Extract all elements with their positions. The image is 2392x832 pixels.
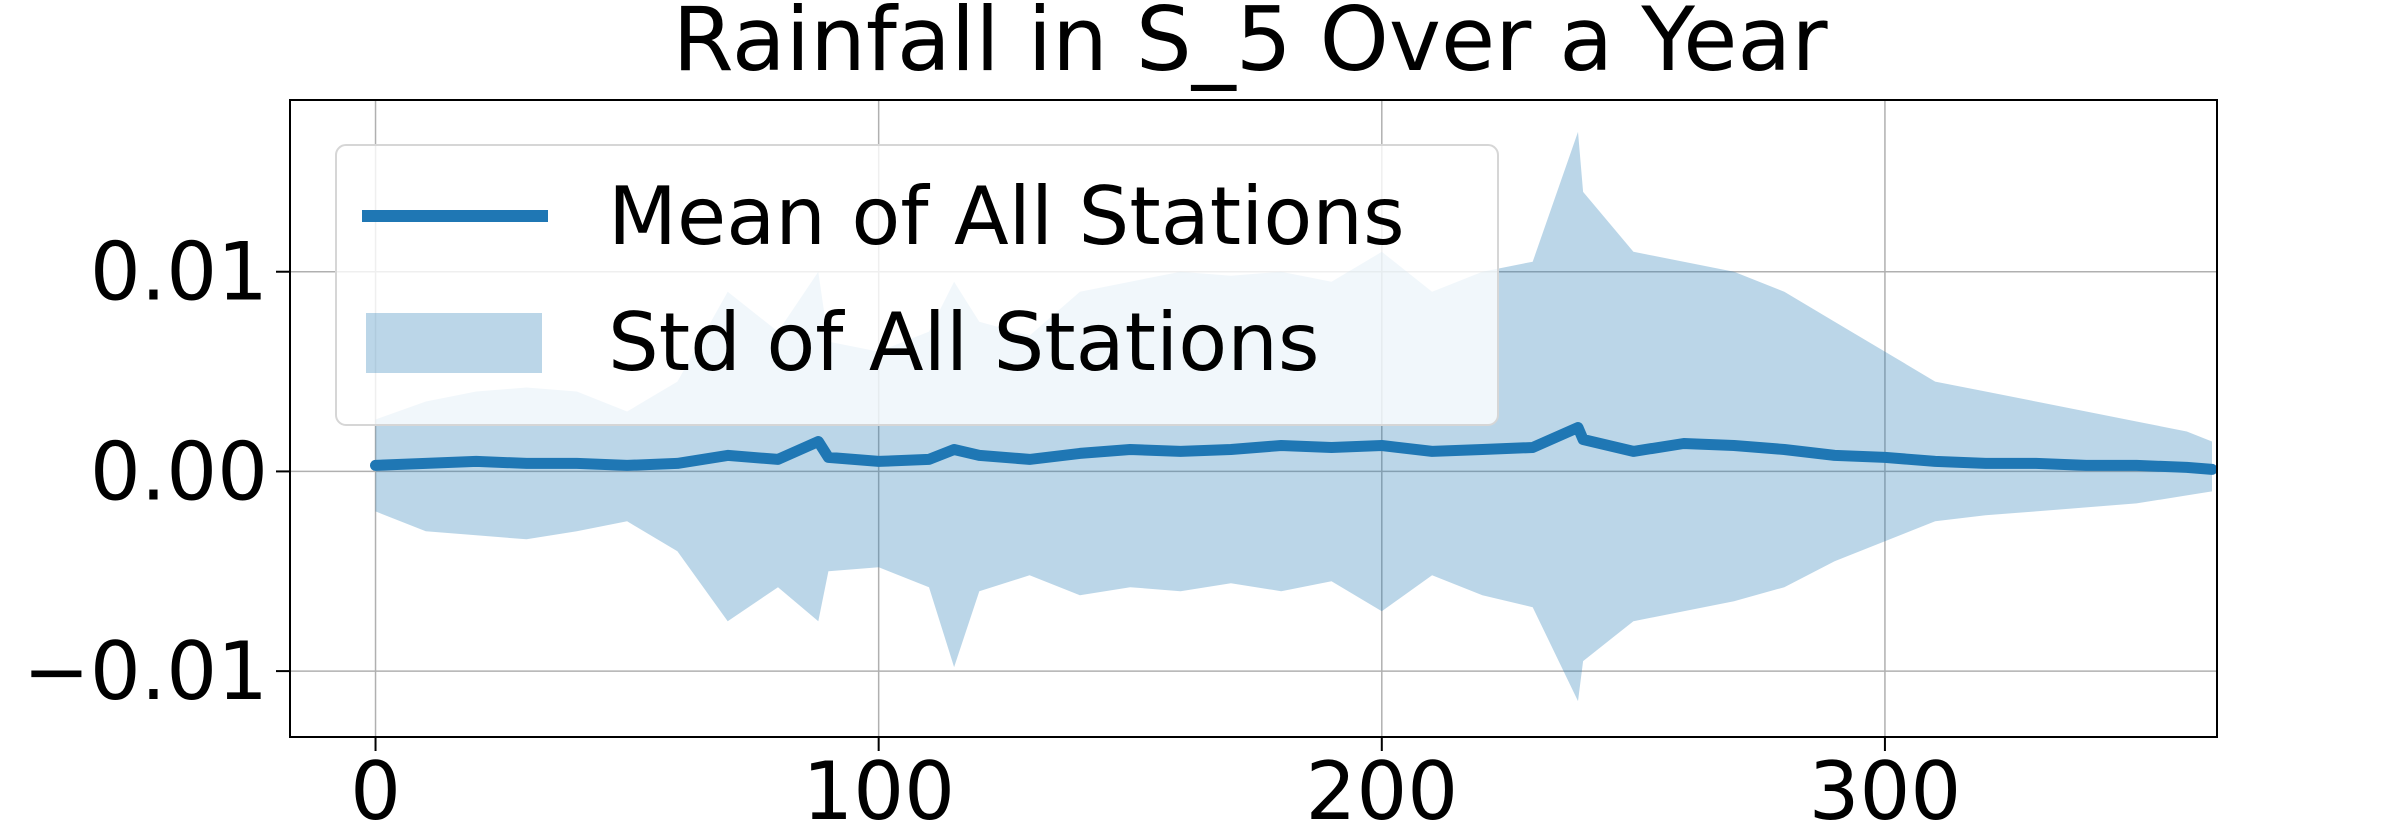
x-axis-ticks: 0 100 200 300 [350,737,1962,832]
y-tick-label: 0.00 [90,425,268,518]
plot-area-frame [289,99,2218,738]
x-tick-label: 0 [350,745,401,827]
legend-swatch-std-band [366,313,542,373]
x-tick-label: 100 [802,745,955,827]
mean-line-layer [370,422,2218,475]
y-tick-label: −0.01 [23,625,268,718]
mean-line [370,422,2218,475]
legend-label-mean: Mean of All Stations [608,170,1405,263]
chart-title: Rainfall in S_5 Over a Year [673,0,1829,91]
legend-box [335,144,1499,426]
y-axis-ticks: −0.01 0.00 0.01 [23,226,290,718]
x-tick-label: 200 [1305,745,1458,827]
legend-label-std: Std of All Stations [608,296,1320,389]
y-tick-label: 0.01 [90,226,268,319]
x-tick-label: 300 [1809,745,1962,827]
legend: Mean of All Stations Std of All Stations [335,144,1499,426]
